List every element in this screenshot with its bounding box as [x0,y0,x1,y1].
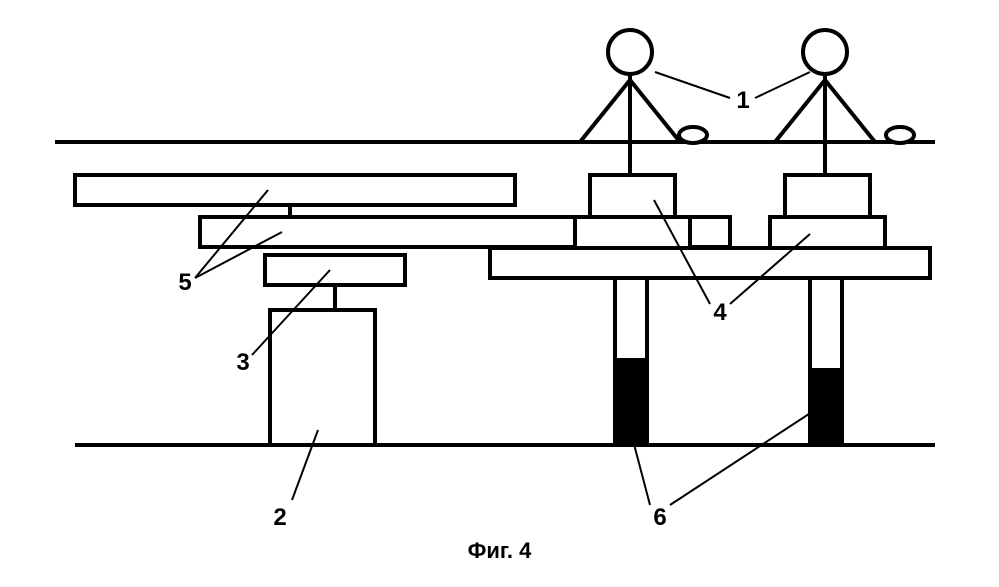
label-1: 1 [736,87,749,114]
leader-1 [755,72,810,98]
label-4: 4 [713,299,727,326]
leader-9 [670,410,815,505]
label-6: 6 [653,504,666,531]
figure-head-1 [803,30,847,74]
beam-0 [75,175,515,205]
label-2: 2 [273,504,286,531]
mouse-1 [886,127,914,143]
block4-0 [590,175,675,217]
beam-2 [490,248,930,278]
block-2 [270,310,375,445]
pillar-top-1 [810,278,842,370]
block4-3 [770,217,885,248]
figure-arm-r-0 [630,80,680,142]
block4-1 [785,175,870,217]
figure-arm-l-0 [580,80,630,142]
label-5: 5 [178,269,191,296]
mouse-0 [679,127,707,143]
figure-head-0 [608,30,652,74]
figure-caption: Фиг. 4 [0,538,999,564]
pillar-top-0 [615,278,647,360]
diagram-canvas: 1 5 3 2 4 6 [0,0,999,587]
leader-0 [655,72,730,98]
pillar-bottom-1 [810,370,842,445]
block-3 [265,255,405,285]
figure-arm-l-1 [775,80,825,142]
label-3: 3 [236,349,249,376]
block4-2 [575,217,690,248]
figure-arm-r-1 [825,80,875,142]
